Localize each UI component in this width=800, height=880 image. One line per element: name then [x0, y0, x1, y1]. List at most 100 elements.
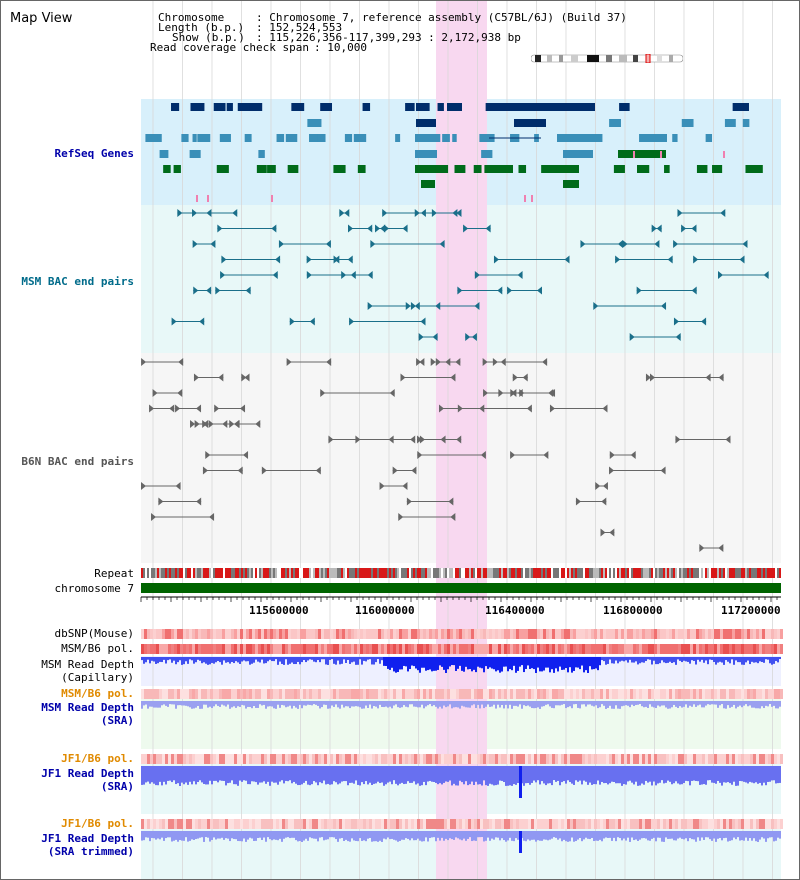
depth-bar: [305, 701, 307, 706]
depth-bar: [615, 701, 617, 706]
depth-bar: [553, 831, 555, 838]
depth-bar: [451, 657, 453, 666]
depth-bar: [553, 701, 555, 709]
repeat-cell: [699, 568, 701, 578]
depth-bar: [605, 766, 607, 784]
depth-bar: [299, 766, 301, 786]
heat-cell: [147, 689, 150, 699]
depth-bar: [701, 701, 703, 708]
bac-end: [482, 358, 488, 366]
heat-cell: [195, 629, 198, 639]
depth-bar: [693, 831, 695, 840]
heat-cell: [744, 644, 747, 654]
heat-cell: [327, 819, 330, 829]
gene-feature: [563, 180, 579, 188]
heat-cell: [381, 754, 384, 764]
heat-cell: [363, 689, 366, 699]
depth-bar: [219, 766, 221, 781]
depth-bar: [309, 701, 311, 705]
heat-cell: [228, 819, 231, 829]
depth-bar: [449, 657, 451, 667]
heat-cell: [432, 819, 435, 829]
repeat-cell: [487, 568, 489, 578]
depth-bar: [377, 831, 379, 842]
depth-bar: [637, 766, 639, 786]
heat-cell: [396, 819, 399, 829]
heat-cell: [492, 629, 495, 639]
heat-cell: [198, 689, 201, 699]
repeat-cell: [191, 568, 193, 578]
depth-bar: [509, 701, 511, 705]
depth-bar: [171, 657, 173, 663]
bac-end: [419, 358, 425, 366]
heat-cell: [498, 689, 501, 699]
heat-cell: [648, 819, 651, 829]
heat-cell: [765, 629, 768, 639]
heat-cell: [279, 754, 282, 764]
bac-end: [439, 240, 445, 248]
depth-bar: [573, 657, 575, 671]
depth-bar: [153, 766, 155, 784]
heat-cell: [336, 644, 339, 654]
heat-cell: [300, 629, 303, 639]
depth-bar: [451, 831, 453, 840]
length-value: : 152,524,553: [256, 21, 343, 34]
heat-cell: [177, 754, 180, 764]
gene-feature: [613, 165, 625, 173]
depth-bar: [401, 766, 403, 783]
depth-bar: [699, 657, 701, 662]
repeat-cell: [343, 568, 345, 578]
gene-feature: [286, 134, 293, 142]
depth-bar: [757, 766, 759, 784]
depth-bar: [765, 766, 767, 786]
heat-cell: [192, 689, 195, 699]
depth-bar: [703, 657, 705, 663]
bac-end: [210, 240, 216, 248]
depth-bar: [187, 831, 189, 842]
repeat-cell: [251, 568, 253, 578]
depth-bar: [197, 701, 199, 707]
depth-bar: [419, 766, 421, 786]
depth-bar: [389, 701, 391, 707]
heat-cell: [732, 644, 735, 654]
repeat-cell: [463, 568, 465, 578]
bac-end: [217, 224, 223, 233]
depth-bar: [225, 657, 227, 663]
depth-bar: [715, 831, 717, 842]
repeat-cell: [559, 568, 561, 578]
heat-cell: [597, 689, 600, 699]
msm-depth-capillary-label-2: (Capillary): [61, 671, 134, 684]
heat-cell: [321, 644, 324, 654]
heat-cell: [153, 819, 156, 829]
heat-cell: [258, 689, 261, 699]
heat-cell: [723, 689, 726, 699]
heat-cell: [501, 629, 504, 639]
heat-cell: [378, 689, 381, 699]
depth-bar: [235, 831, 237, 840]
depth-bar: [575, 766, 577, 781]
heat-cell: [567, 689, 570, 699]
heat-cell: [738, 644, 741, 654]
heat-cell: [312, 754, 315, 764]
depth-bar: [345, 657, 347, 663]
depth-bar: [463, 701, 465, 707]
depth-bar: [685, 701, 687, 705]
heat-cell: [681, 754, 684, 764]
depth-bar: [141, 701, 143, 709]
heat-cell: [294, 629, 297, 639]
depth-bar: [697, 831, 699, 838]
depth-bar: [263, 657, 265, 664]
heat-cell: [354, 644, 357, 654]
heat-cell: [201, 689, 204, 699]
depth-bar: [445, 831, 447, 839]
heat-cell: [573, 754, 576, 764]
depth-bar: [393, 657, 395, 672]
heat-cell: [579, 644, 582, 654]
bac-end: [440, 435, 446, 444]
depth-bar: [155, 701, 157, 708]
heat-cell: [441, 689, 444, 699]
chromosome-ideogram[interactable]: [531, 54, 683, 63]
depth-bar: [407, 701, 409, 708]
depth-bar: [381, 701, 383, 707]
